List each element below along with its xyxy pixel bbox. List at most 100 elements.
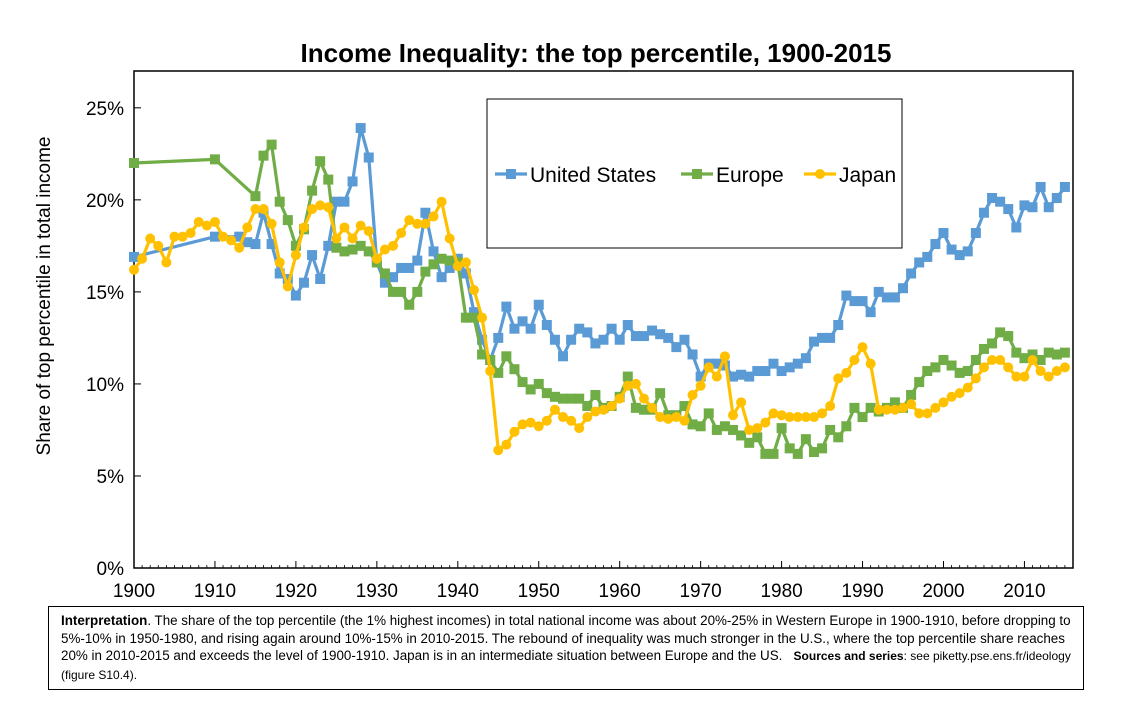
- data-point: [906, 268, 917, 279]
- data-point: [509, 426, 520, 437]
- data-point: [817, 408, 828, 419]
- data-point: [250, 239, 261, 250]
- data-point: [371, 253, 382, 264]
- data-point: [468, 307, 479, 318]
- data-point: [533, 299, 544, 310]
- data-point: [436, 253, 447, 264]
- chart-title: Income Inequality: the top percentile, 1…: [301, 38, 892, 68]
- data-point: [355, 220, 366, 231]
- data-point: [274, 268, 285, 279]
- data-point: [566, 393, 577, 404]
- data-point: [922, 251, 933, 262]
- data-point: [209, 216, 220, 227]
- interpretation-note: Interpretation. The share of the top per…: [48, 606, 1084, 690]
- data-point: [784, 362, 795, 373]
- data-point: [468, 285, 479, 296]
- data-point: [242, 222, 253, 233]
- data-point: [857, 342, 868, 353]
- data-point: [800, 412, 811, 423]
- data-point: [776, 410, 787, 421]
- data-point: [768, 358, 779, 369]
- data-point: [1035, 366, 1046, 377]
- data-point: [817, 443, 828, 454]
- data-point: [590, 389, 601, 400]
- data-point: [833, 373, 844, 384]
- data-point: [379, 244, 390, 255]
- data-point: [833, 432, 844, 443]
- data-point: [396, 227, 407, 238]
- data-point: [622, 320, 633, 331]
- data-point: [574, 423, 585, 434]
- data-point: [995, 327, 1006, 338]
- data-point: [744, 371, 755, 382]
- data-point: [1051, 193, 1062, 204]
- data-point: [250, 191, 261, 202]
- data-point: [711, 358, 722, 369]
- data-point: [347, 244, 358, 255]
- data-point: [841, 290, 852, 301]
- data-point: [881, 404, 892, 415]
- data-point: [525, 417, 536, 428]
- data-point: [728, 424, 739, 435]
- data-point: [768, 408, 779, 419]
- data-point: [873, 404, 884, 415]
- data-point: [226, 235, 237, 246]
- data-point: [315, 156, 326, 167]
- data-point: [647, 325, 658, 336]
- x-tick-label: 2010: [1003, 581, 1045, 602]
- data-point: [331, 242, 342, 253]
- data-point: [218, 231, 229, 242]
- data-point: [889, 397, 900, 408]
- y-tick-label: 10%: [86, 375, 124, 396]
- series-united-states: [129, 123, 1070, 382]
- data-point: [266, 139, 277, 150]
- data-point: [558, 412, 569, 423]
- data-point: [663, 413, 674, 424]
- data-point: [760, 417, 771, 428]
- data-point: [898, 283, 909, 294]
- data-point: [460, 257, 471, 268]
- data-point: [800, 353, 811, 364]
- data-point: [978, 343, 989, 354]
- legend-marker: [815, 169, 825, 179]
- data-point: [379, 277, 390, 288]
- data-point: [258, 150, 269, 161]
- data-point: [703, 408, 714, 419]
- data-point: [282, 215, 293, 226]
- data-point: [323, 202, 334, 213]
- data-point: [1035, 181, 1046, 192]
- data-point: [614, 393, 625, 404]
- data-point: [323, 240, 334, 251]
- data-point: [468, 312, 479, 323]
- data-point: [1011, 222, 1022, 233]
- data-point: [379, 268, 390, 279]
- data-point: [444, 262, 455, 273]
- data-point: [331, 233, 342, 244]
- data-point: [687, 389, 698, 400]
- data-point: [517, 316, 528, 327]
- data-point: [687, 349, 698, 360]
- data-point: [412, 218, 423, 229]
- data-point: [129, 251, 139, 262]
- data-point: [1043, 371, 1054, 382]
- sources-label: Sources and series: [793, 649, 904, 664]
- data-point: [1059, 362, 1070, 373]
- data-point: [938, 397, 949, 408]
- data-point: [792, 448, 803, 459]
- data-point: [655, 329, 666, 340]
- legend-label: Japan: [839, 164, 896, 187]
- data-point: [987, 354, 998, 365]
- data-point: [946, 360, 957, 371]
- data-point: [857, 296, 868, 307]
- data-point: [1059, 181, 1070, 192]
- data-point: [428, 259, 439, 270]
- data-point: [493, 332, 504, 343]
- data-point: [436, 272, 447, 283]
- data-point: [906, 399, 917, 410]
- data-point: [671, 342, 682, 353]
- x-tick-label: 1990: [841, 581, 883, 602]
- data-point: [404, 262, 415, 273]
- x-tick-label: 1920: [275, 581, 317, 602]
- data-point: [169, 231, 180, 242]
- data-point: [558, 351, 569, 362]
